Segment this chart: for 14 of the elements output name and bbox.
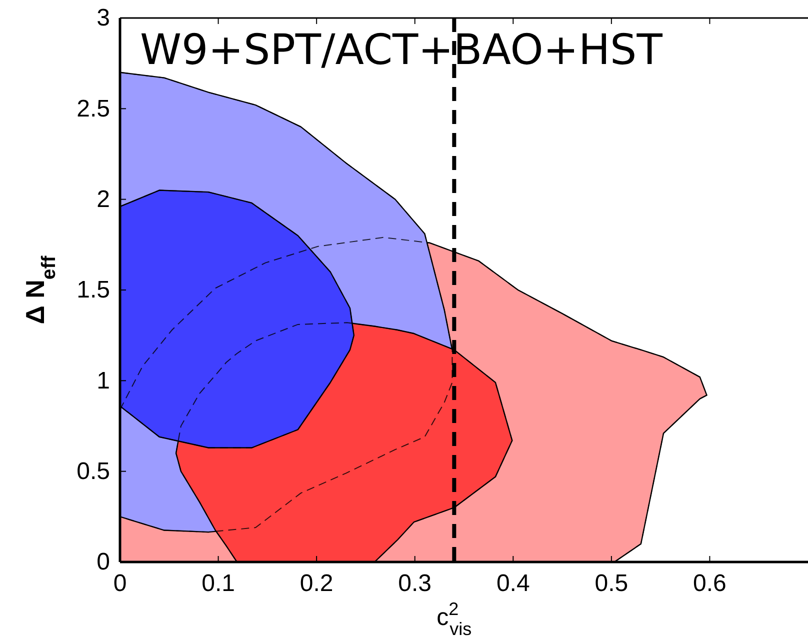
chart-title: W9+SPT/ACT+BAO+HST (140, 25, 663, 74)
y-tick-label: 2.5 (76, 95, 110, 122)
x-tick-label: 0.2 (300, 570, 334, 598)
x-tick-label: 0.1 (202, 570, 235, 598)
y-tick-label: 2 (96, 186, 110, 214)
x-tick-label: 0.6 (693, 570, 726, 598)
y-tick-label: 3 (96, 4, 110, 32)
x-tick-label: 0.3 (398, 570, 432, 598)
y-tick-label: 1 (96, 367, 110, 394)
x-tick-label: 0.5 (594, 570, 628, 598)
y-tick-label: 0 (96, 548, 110, 576)
y-tick-label: 1.5 (76, 276, 110, 304)
y-tick-label: 0.5 (76, 458, 110, 486)
x-tick-label: 0.4 (496, 570, 530, 598)
